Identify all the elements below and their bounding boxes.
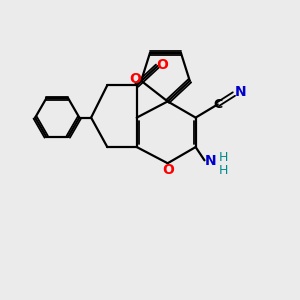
Text: H: H — [219, 164, 228, 177]
Text: N: N — [235, 85, 246, 99]
Text: O: O — [129, 72, 141, 86]
Text: H: H — [219, 151, 228, 164]
Text: O: O — [162, 163, 174, 177]
Text: N: N — [205, 154, 217, 168]
Text: C: C — [214, 98, 223, 111]
Text: O: O — [156, 58, 168, 72]
